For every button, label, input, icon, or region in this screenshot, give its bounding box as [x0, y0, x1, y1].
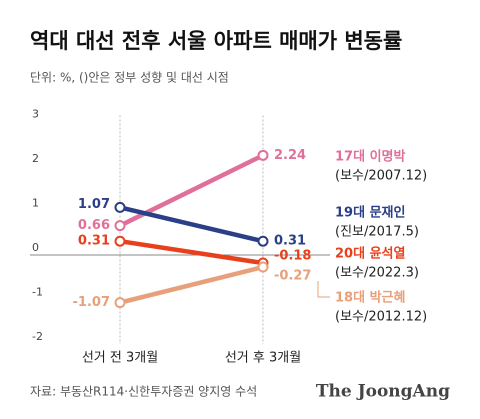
legend-note: (보수/2012.12): [335, 310, 427, 325]
series-line: [119, 205, 264, 244]
point: [114, 201, 126, 213]
value-label: 1.07: [78, 197, 110, 212]
connector: [317, 281, 330, 298]
point: [114, 297, 126, 309]
legend-note: (보수/2007.12): [335, 169, 427, 184]
point: [257, 261, 269, 273]
y-tick-label: 3: [32, 108, 39, 121]
y-tick-label: -1: [32, 286, 43, 299]
series-line: [119, 153, 264, 228]
value-label: -0.18: [274, 249, 311, 264]
y-tick-label: -2: [32, 330, 43, 343]
value-label: 2.24: [274, 148, 306, 163]
value-label: 0.31: [274, 234, 306, 249]
y-tick-label: 2: [32, 152, 39, 165]
chart-title: 역대 대선 전후 서울 아파트 매매가 변동률: [30, 29, 402, 53]
series-line: [119, 264, 264, 305]
legend-label: 19대 문재인: [335, 205, 405, 221]
point: [114, 220, 126, 232]
value-label: 0.66: [78, 218, 110, 233]
legend-label: 18대 박근혜: [335, 290, 405, 306]
x-tick-label: 선거 후 3개월: [225, 351, 301, 366]
value-label: -1.07: [73, 295, 110, 310]
x-tick-label: 선거 전 3개월: [82, 351, 158, 366]
legend-label: 20대 윤석열: [335, 246, 405, 262]
value-label: 0.31: [78, 234, 110, 249]
point: [257, 235, 269, 247]
value-label: -0.27: [274, 269, 311, 284]
point: [114, 235, 126, 247]
y-tick-label: 0: [32, 241, 39, 254]
logo: The JoongAng: [316, 382, 450, 402]
series-line: [119, 238, 264, 266]
point: [257, 149, 269, 161]
chart-subtitle: 단위: %, ()안은 정부 성향 및 대선 시점: [30, 71, 229, 85]
legend-note: (진보/2017.5): [335, 225, 419, 240]
legend-note: (보수/2022.3): [335, 266, 419, 281]
legend-label: 17대 이명박: [335, 149, 405, 165]
source: 자료: 부동산R114·신한투자증권 양지영 수석: [30, 385, 257, 399]
y-tick-label: 1: [32, 197, 39, 210]
